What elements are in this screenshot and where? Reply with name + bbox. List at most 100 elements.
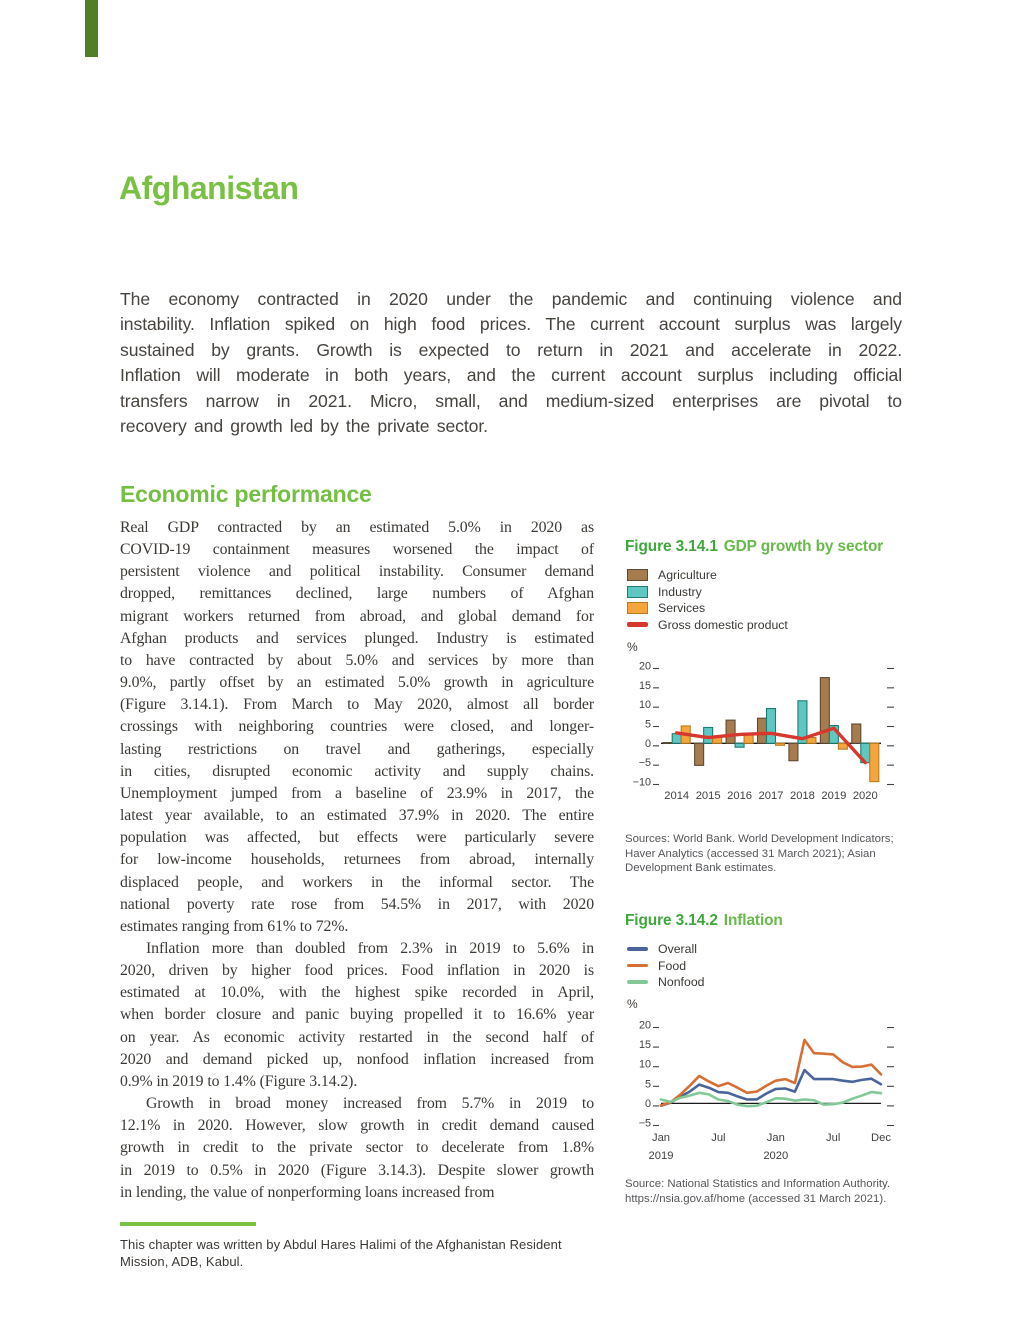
svg-text:Jul: Jul [711,1132,725,1144]
legend-item: Agriculture [627,567,915,584]
figure-title: Inflation [723,911,783,929]
body-line: lasting restrictions on travel and gathe… [120,740,594,758]
figure-title: GDP growth by sector [723,538,884,555]
svg-text:−10: −10 [633,777,651,789]
body-line: national poverty rate rose from 54.5% in… [120,895,594,913]
body-line: displaced people, and workers in the inf… [120,873,594,891]
legend-swatch-icon [627,602,648,615]
svg-text:2019: 2019 [821,790,846,802]
body-line: estimates ranging from 61% to 72%. [120,917,349,935]
section-heading: Economic performance [120,481,372,507]
summary-line: The economy contracted in 2020 under the… [120,289,902,309]
svg-text:Jan: Jan [652,1132,670,1144]
source-line: Development Bank estimates. [625,862,777,875]
svg-text:2019: 2019 [649,1150,674,1162]
figure-caption: Figure 3.14.2 Inflation [625,912,915,930]
chapter-footnote: This chapter was written by Abdul Hares … [120,1222,600,1271]
body-line: 2020, driven by higher food prices. Food… [120,962,594,980]
legend-line: Gross domestic product [627,617,915,634]
svg-text:2018: 2018 [790,790,815,802]
y-axis-unit: % [627,640,638,654]
svg-text:5: 5 [645,1079,651,1091]
svg-text:Jul: Jul [826,1132,840,1144]
body-line: Unemployment jumped from a baseline of 2… [120,784,594,802]
legend-swatch-icon [627,569,648,582]
legend-item: Nonfood [627,974,915,991]
legend-label: Food [658,958,687,973]
legend-item: Industry [627,584,915,601]
body-line: on year. As economic activity restarted … [120,1028,594,1046]
body-line: latest year available, to an estimated 3… [120,807,594,825]
body-line: growth in credit to the private sector t… [120,1139,594,1157]
body-line: 2020 and demand picked up, nonfood infla… [120,1050,594,1068]
body-text-column: Real GDP contracted by an estimated 5.0%… [120,517,594,1204]
body-line: Real GDP contracted by an estimated 5.0%… [120,519,594,536]
footnote-line: This chapter was written by Abdul Hares … [120,1236,562,1252]
summary-line: Inflation will moderate in both years, a… [120,365,902,386]
svg-text:0: 0 [645,738,651,750]
body-line: dropped, remittances declined, large num… [120,585,594,603]
svg-text:0: 0 [645,1098,651,1110]
legend-label: Nonfood [658,975,705,990]
body-line: Inflation more than doubled from 2.3% in… [146,939,594,957]
legend-line-icon [627,947,648,951]
figure-gdp-growth-by-sector: Figure 3.14.1 GDP growth by sector Agricu… [625,538,915,876]
svg-text:15: 15 [639,1039,651,1051]
body-line: persistent violence and political instab… [120,563,594,581]
legend-label: Services [658,601,706,616]
body-line: population was affected, but effects wer… [120,829,594,847]
summary-line: sustained by grants. Growth is expected … [120,339,902,360]
body-line: COVID-19 containment measures worsened t… [120,541,594,559]
svg-text:10: 10 [639,1059,651,1071]
body-paragraph: Growth in broad money increased from 5.7… [120,1093,594,1204]
figure-caption: Figure 3.14.1 GDP growth by sector [625,538,915,556]
figures-column: Figure 3.14.1 GDP growth by sector Agricu… [625,538,915,1206]
body-line: in lending, the value of nonperforming l… [120,1183,495,1201]
svg-text:15: 15 [639,680,651,692]
chapter-title: Afghanistan [119,170,299,206]
body-line: Growth in broad money increased from 5.7… [146,1095,594,1113]
body-line: 9.0%, partly offset by an estimated 5.0%… [120,674,594,692]
body-line: when border closure and panic buying pro… [120,1006,594,1024]
body-line: in 2019 to 0.5% in 2020 (Figure 3.14.3).… [120,1161,594,1179]
svg-text:−5: −5 [639,1118,651,1130]
body-line: (Figure 3.14.1). From March to May 2020,… [120,696,594,714]
svg-text:Dec: Dec [871,1132,891,1144]
legend-line-icon [627,980,648,984]
body-line: for low-income households, returnees fro… [120,851,594,869]
source-line: Haver Analytics (accessed 31 March 2021)… [625,847,876,860]
figure-inflation: Figure 3.14.2 Inflation Overall Food Nonf… [625,912,915,1207]
legend-swatch-icon [627,585,648,598]
svg-text:5: 5 [645,719,651,731]
svg-text:20: 20 [639,1020,651,1032]
legend-item: Overall [627,941,915,958]
svg-text:2014: 2014 [664,790,689,802]
body-line: estimated at 10.0%, with the highest spi… [120,984,594,1002]
legend-label: Industry [658,584,702,599]
footnote-text: This chapter was written by Abdul Hares … [120,1236,600,1272]
body-paragraph: Inflation more than doubled from 2.3% in… [120,938,594,1093]
body-line: 12.1% in 2020. However, slow growth in c… [120,1117,594,1135]
legend-label: Overall [658,942,697,957]
source-line: Source: National Statistics and Informat… [625,1178,891,1191]
svg-text:−5: −5 [639,757,651,769]
svg-text:2015: 2015 [696,790,721,802]
source-line: https://nsia.gov.af/home (accessed 31 Ma… [625,1192,887,1205]
legend-label: Agriculture [658,568,717,583]
svg-text:10: 10 [639,699,651,711]
legend-label: Gross domestic product [658,617,788,632]
summary-line: instability. Inflation spiked on high fo… [120,314,902,335]
legend: Overall Food Nonfood [627,941,915,991]
source-line: Sources: World Bank. World Development I… [625,833,894,845]
legend-line-icon [627,963,648,968]
svg-text:2016: 2016 [727,790,752,802]
section-color-tab [85,0,98,57]
body-line: crossings with neighboring countries wer… [120,718,594,736]
legend-item: Services [627,600,915,617]
body-line: migrant workers returned from abroad, an… [120,607,594,625]
body-line: to have contracted by about 5.0% and ser… [120,651,594,669]
body-line: in cities, disrupted economic activity a… [120,762,594,780]
